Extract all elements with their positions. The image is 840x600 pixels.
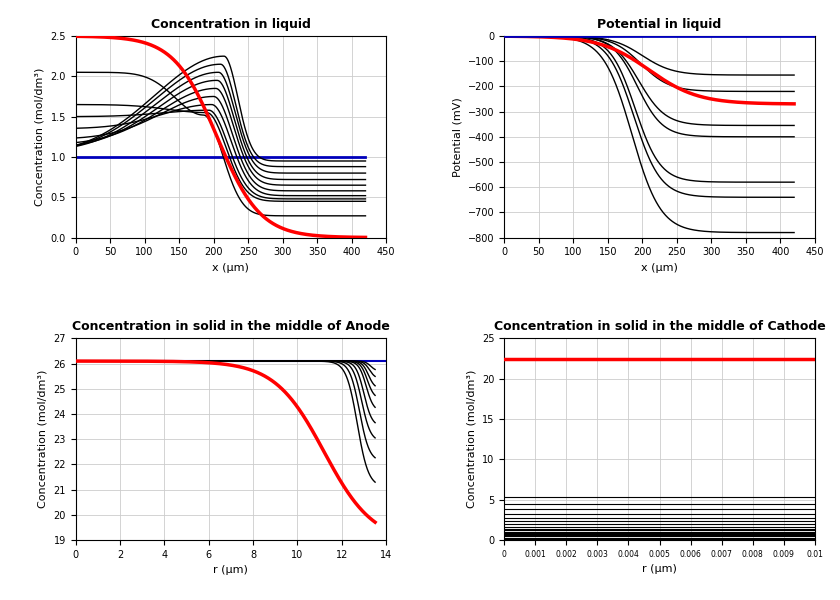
Title: Concentration in solid in the middle of Anode: Concentration in solid in the middle of … <box>72 320 390 333</box>
X-axis label: x (μm): x (μm) <box>213 263 249 273</box>
X-axis label: r (μm): r (μm) <box>642 564 677 574</box>
X-axis label: r (μm): r (μm) <box>213 565 249 575</box>
Title: Potential in liquid: Potential in liquid <box>597 17 722 31</box>
X-axis label: x (μm): x (μm) <box>641 263 678 273</box>
Title: Concentration in solid in the middle of Cathode: Concentration in solid in the middle of … <box>494 320 826 333</box>
Y-axis label: Concentration (mol/dm³): Concentration (mol/dm³) <box>34 68 45 206</box>
Title: Concentration in liquid: Concentration in liquid <box>151 17 311 31</box>
Y-axis label: Potential (mV): Potential (mV) <box>452 97 462 176</box>
Y-axis label: Concentration (mol/dm³): Concentration (mol/dm³) <box>466 370 476 508</box>
Y-axis label: Concentration (mol/dm³): Concentration (mol/dm³) <box>38 370 48 508</box>
